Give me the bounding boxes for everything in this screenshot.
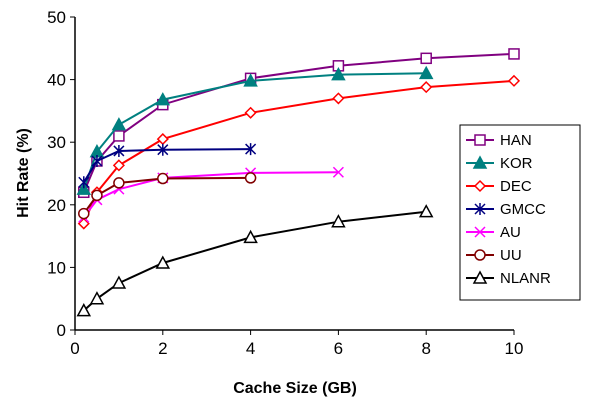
y-tick-label: 30 xyxy=(47,133,66,152)
data-point-dec xyxy=(420,81,433,94)
data-point-dec xyxy=(507,74,521,87)
data-point-gmcc xyxy=(91,154,103,167)
legend-item-au: AU xyxy=(466,224,521,241)
data-point-nlanr xyxy=(243,229,258,244)
y-tick-label: 0 xyxy=(57,321,66,340)
data-point-nlanr xyxy=(89,291,105,305)
legend-item-uu: UU xyxy=(466,247,522,264)
legend: HAN KOR DEC GMCC AU UU NLANR xyxy=(459,124,581,301)
legend-swatch-marker xyxy=(474,203,486,215)
data-point-au xyxy=(332,166,344,178)
series-line-dec xyxy=(82,79,515,224)
x-tick-label: 6 xyxy=(334,339,343,358)
data-point-uu xyxy=(113,177,125,189)
legend-item-dec: DEC xyxy=(466,178,532,195)
data-point-dec xyxy=(244,106,257,119)
data-point-nlanr xyxy=(155,255,171,269)
y-axis-title: Hit Rate (%) xyxy=(15,128,32,218)
legend-swatch-marker xyxy=(474,249,486,261)
legend-swatch-marker xyxy=(474,226,486,238)
legend-swatch-marker xyxy=(472,270,488,284)
legend-label: AU xyxy=(500,224,521,241)
y-tick-label: 40 xyxy=(47,71,66,90)
y-tick-label: 50 xyxy=(47,8,66,27)
series-line-kor xyxy=(82,72,427,190)
data-point-dec xyxy=(77,217,90,230)
data-point-dec xyxy=(332,92,345,105)
legend-swatch-marker xyxy=(474,134,486,146)
legend-item-gmcc: GMCC xyxy=(466,201,546,218)
data-point-han xyxy=(508,48,520,60)
data-point-nlanr xyxy=(76,303,92,317)
series-layer xyxy=(76,48,521,317)
data-point-gmcc xyxy=(113,144,125,157)
series-uu xyxy=(78,172,257,220)
y-tick-label: 20 xyxy=(47,196,66,215)
data-point-kor xyxy=(76,181,92,195)
data-point-kor xyxy=(111,117,127,131)
legend-label: GMCC xyxy=(500,201,546,218)
data-point-uu xyxy=(78,207,90,220)
x-tick-label: 2 xyxy=(158,339,167,358)
data-point-kor xyxy=(418,65,434,80)
data-point-nlanr xyxy=(111,275,127,289)
series-kor xyxy=(76,65,434,195)
series-nlanr xyxy=(76,204,434,317)
data-point-han xyxy=(420,52,432,65)
series-han xyxy=(78,48,520,199)
x-tick-label: 0 xyxy=(70,339,79,358)
x-axis-title: Cache Size (GB) xyxy=(233,380,357,397)
data-point-nlanr xyxy=(331,214,346,228)
data-point-uu xyxy=(244,172,257,184)
data-point-dec xyxy=(112,159,125,172)
data-point-kor xyxy=(243,73,258,87)
series-au xyxy=(78,166,344,223)
data-point-kor xyxy=(331,67,346,81)
data-point-uu xyxy=(157,172,169,185)
series-dec xyxy=(77,74,521,230)
legend-swatch-marker xyxy=(472,155,488,169)
legend-label: NLANR xyxy=(500,270,551,287)
legend-swatch-marker xyxy=(473,179,487,193)
legend-label: DEC xyxy=(500,178,532,195)
axes: 0 10 20 30 40 50 0 2 4 6 8 10 xyxy=(47,8,523,358)
data-point-nlanr xyxy=(418,204,434,218)
data-point-gmcc xyxy=(245,143,257,156)
data-point-uu xyxy=(91,189,103,202)
x-tick-label: 4 xyxy=(246,339,255,358)
data-point-gmcc xyxy=(157,143,169,156)
x-tick-label: 10 xyxy=(505,339,524,358)
legend-item-kor: KOR xyxy=(466,155,533,172)
legend-label: UU xyxy=(500,247,522,264)
y-tick-label: 10 xyxy=(47,258,66,277)
data-point-dec xyxy=(156,133,169,146)
series-line-nlanr xyxy=(83,210,427,312)
data-point-gmcc xyxy=(78,176,90,189)
legend-label: KOR xyxy=(500,155,533,172)
x-tick-label: 8 xyxy=(421,339,430,358)
data-point-han xyxy=(113,130,125,142)
series-gmcc xyxy=(78,143,257,189)
legend-item-nlanr: NLANR xyxy=(466,270,551,287)
data-point-kor xyxy=(155,92,171,106)
legend-item-han: HAN xyxy=(466,132,532,149)
legend-label: HAN xyxy=(500,132,532,149)
